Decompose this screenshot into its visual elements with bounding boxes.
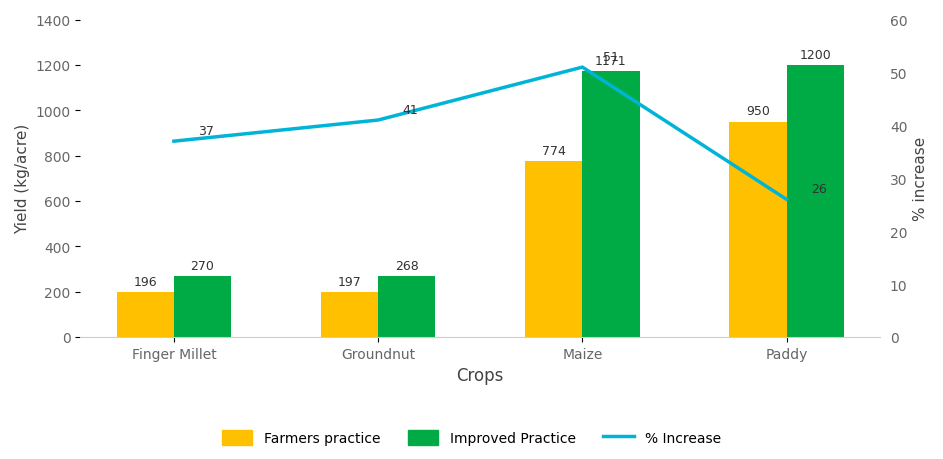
Bar <box>117 293 174 337</box>
Bar <box>729 122 786 337</box>
Text: 41: 41 <box>403 104 419 117</box>
Bar <box>174 276 231 337</box>
Text: 197: 197 <box>338 275 361 289</box>
Text: 26: 26 <box>811 183 827 196</box>
Text: 196: 196 <box>134 276 157 289</box>
Text: 774: 774 <box>542 145 566 158</box>
Text: 950: 950 <box>746 105 769 118</box>
Text: 1171: 1171 <box>595 55 627 68</box>
Bar <box>378 277 436 337</box>
Bar <box>525 162 583 337</box>
Text: 37: 37 <box>198 125 214 138</box>
X-axis label: Crops: Crops <box>456 366 504 384</box>
Y-axis label: Yield (kg/acre): Yield (kg/acre) <box>15 124 30 234</box>
Bar <box>786 66 844 337</box>
Text: 268: 268 <box>395 259 419 273</box>
Bar <box>321 293 378 337</box>
Text: 1200: 1200 <box>800 49 831 62</box>
Text: 51: 51 <box>603 51 619 64</box>
Y-axis label: % increase: % increase <box>913 137 928 221</box>
Text: 270: 270 <box>190 259 214 272</box>
Bar <box>583 72 639 337</box>
Legend: Farmers practice, Improved Practice, % Increase: Farmers practice, Improved Practice, % I… <box>215 424 728 452</box>
